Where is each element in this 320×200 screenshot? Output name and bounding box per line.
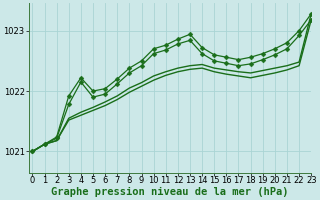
- X-axis label: Graphe pression niveau de la mer (hPa): Graphe pression niveau de la mer (hPa): [51, 186, 289, 197]
